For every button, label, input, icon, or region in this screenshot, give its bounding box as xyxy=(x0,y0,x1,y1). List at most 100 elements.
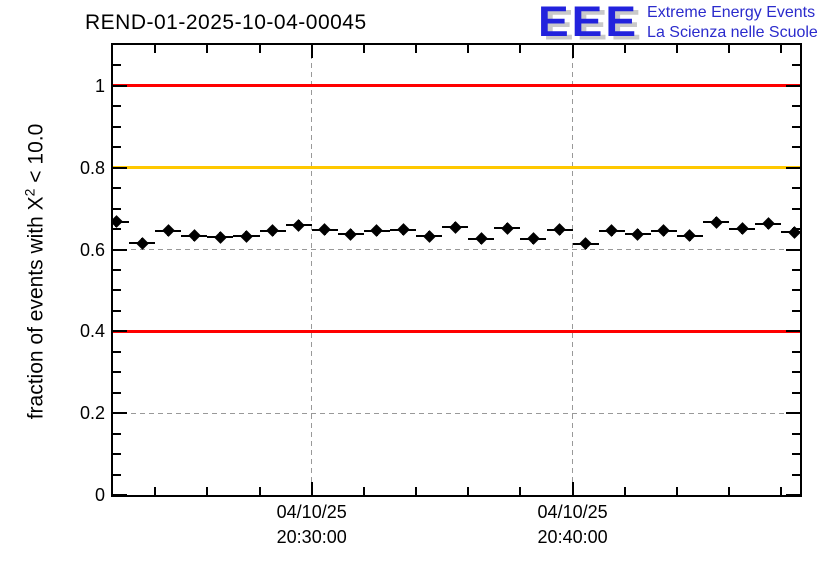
eee-logo-line2: La Scienza nelle Scuole xyxy=(647,24,818,41)
y-tick-label: 0.2 xyxy=(79,403,105,424)
x-minor-tick-bottom xyxy=(728,487,731,495)
x-minor-tick-bottom xyxy=(415,487,418,495)
y-tick-label: 0.4 xyxy=(79,321,105,342)
plot-frame xyxy=(111,43,802,497)
y-minor-tick-right xyxy=(792,64,800,67)
x-minor-tick-top xyxy=(206,45,209,53)
x-minor-tick-top xyxy=(728,45,731,53)
data-point-marker xyxy=(187,229,201,242)
y-major-tick-right xyxy=(786,84,800,87)
y-minor-tick-left xyxy=(113,207,121,210)
data-point-marker xyxy=(161,224,175,238)
y-major-tick-left xyxy=(113,248,127,251)
data-point-marker xyxy=(422,230,436,243)
data-point-marker xyxy=(135,236,149,250)
eee-logo-letters: EEE xyxy=(538,0,640,46)
y-major-tick-right xyxy=(786,412,800,415)
y-major-tick-right xyxy=(786,330,800,333)
data-point-marker xyxy=(500,221,514,235)
y-minor-tick-right xyxy=(792,473,800,476)
y-minor-tick-left xyxy=(113,187,121,190)
y-minor-tick-left xyxy=(113,64,121,67)
plot-title: REND-01-2025-10-04-00045 xyxy=(85,11,367,34)
x-minor-tick-bottom xyxy=(675,487,678,495)
gridline-horizontal xyxy=(113,412,800,414)
y-minor-tick-right xyxy=(792,146,800,149)
plot-area xyxy=(113,45,800,495)
y-minor-tick-right xyxy=(792,309,800,312)
x-minor-tick-bottom xyxy=(467,487,470,495)
threshold-line xyxy=(113,84,800,88)
eee-logo-text: Extreme Energy Events La Scienza nelle S… xyxy=(647,3,818,46)
y-minor-tick-right xyxy=(792,269,800,271)
x-minor-tick-top xyxy=(362,45,365,53)
x-minor-tick-top xyxy=(519,45,522,53)
x-major-tick-top xyxy=(571,45,574,58)
x-tick-label: 04/10/25 20:40:00 xyxy=(503,500,643,550)
x-minor-tick-bottom xyxy=(623,487,626,495)
data-point-marker xyxy=(448,221,462,234)
y-minor-tick-left xyxy=(113,391,121,394)
x-minor-tick-bottom xyxy=(206,487,209,495)
y-major-tick-left xyxy=(113,330,127,333)
y-tick-label: 0.8 xyxy=(79,157,105,178)
x-minor-tick-bottom xyxy=(362,487,365,495)
data-point-marker xyxy=(683,229,697,242)
x-minor-tick-bottom xyxy=(519,487,522,495)
y-minor-tick-right xyxy=(792,391,800,394)
data-point-marker xyxy=(735,222,749,236)
x-tick-label-date: 04/10/25 xyxy=(537,502,608,522)
data-point-marker xyxy=(266,224,279,238)
y-tick-label: 0 xyxy=(94,485,105,505)
x-major-tick-top xyxy=(310,45,313,58)
gridline-horizontal xyxy=(113,249,800,251)
y-major-tick-right xyxy=(786,166,800,169)
x-minor-tick-top xyxy=(623,45,626,53)
y-minor-tick-right xyxy=(792,105,800,108)
y-minor-tick-left xyxy=(113,289,121,292)
data-point-marker xyxy=(344,227,358,241)
x-tick-label: 04/10/25 20:30:00 xyxy=(242,500,382,550)
data-point-marker xyxy=(292,219,306,232)
y-tick-label: 0.6 xyxy=(79,239,105,260)
threshold-line xyxy=(113,166,800,170)
y-minor-tick-right xyxy=(792,432,800,435)
data-point-marker xyxy=(370,224,384,238)
y-minor-tick-left xyxy=(113,453,121,456)
data-point-marker xyxy=(553,223,566,236)
x-minor-tick-top xyxy=(154,45,157,53)
y-axis-title-suffix: < 10.0 xyxy=(24,123,48,189)
y-minor-tick-right xyxy=(792,453,800,456)
x-minor-tick-bottom xyxy=(780,487,783,495)
y-minor-tick-right xyxy=(792,207,800,210)
data-point-marker xyxy=(318,223,332,236)
y-major-tick-left xyxy=(113,412,127,415)
y-major-tick-left xyxy=(113,494,127,495)
data-point-marker xyxy=(396,223,410,236)
data-point-marker xyxy=(631,227,645,241)
y-axis-title-main: fraction of events with X xyxy=(24,196,48,420)
data-point-marker xyxy=(709,215,723,229)
x-minor-tick-top xyxy=(258,45,261,53)
x-minor-tick-top xyxy=(415,45,418,53)
x-minor-tick-bottom xyxy=(258,487,261,495)
data-point-marker xyxy=(214,230,227,244)
y-minor-tick-left xyxy=(113,473,121,476)
y-minor-tick-left xyxy=(113,105,121,108)
y-major-tick-right xyxy=(786,494,800,495)
y-major-tick-left xyxy=(113,166,127,169)
threshold-line xyxy=(113,329,800,333)
y-minor-tick-left xyxy=(113,432,121,435)
y-minor-tick-right xyxy=(792,289,800,292)
y-minor-tick-left xyxy=(113,125,121,128)
x-tick-label-time: 20:40:00 xyxy=(537,527,608,547)
gridline-vertical xyxy=(311,45,313,495)
y-major-tick-left xyxy=(113,84,127,87)
eee-logo: EEE Extreme Energy Events La Scienza nel… xyxy=(538,0,818,46)
y-major-tick-right xyxy=(786,248,800,251)
x-tick-label-time: 20:30:00 xyxy=(276,527,347,547)
data-point-marker xyxy=(527,232,540,246)
y-minor-tick-right xyxy=(792,350,800,353)
data-point-marker xyxy=(605,224,619,238)
x-major-tick-bottom xyxy=(571,482,574,495)
